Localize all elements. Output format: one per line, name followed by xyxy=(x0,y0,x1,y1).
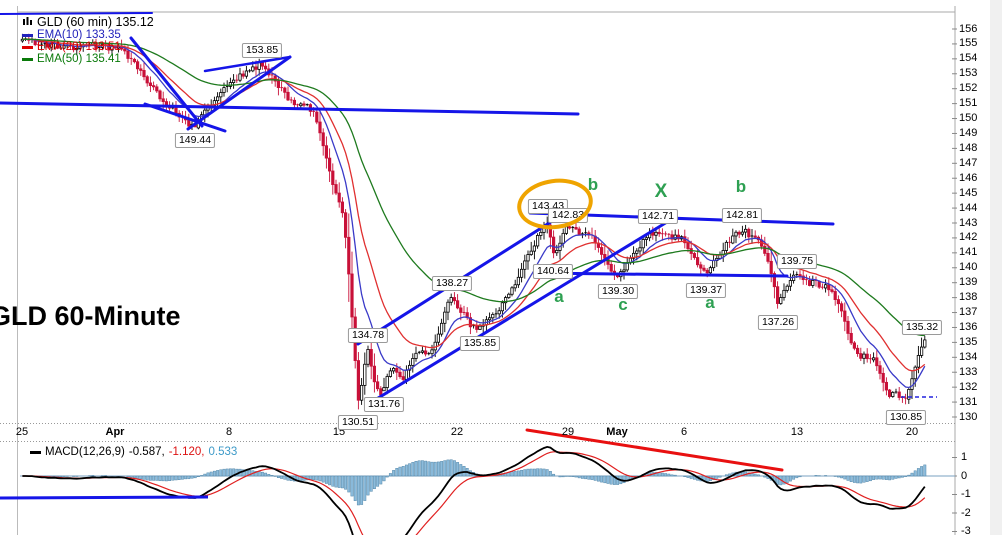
pivot-label: 134.78 xyxy=(347,327,389,343)
elliott-wave-letter: c xyxy=(618,295,628,314)
price-tick-label: 142 xyxy=(959,231,978,244)
ema50-swatch xyxy=(22,57,33,61)
price-tick-label: 138 xyxy=(959,291,978,304)
pivot-label: 131.76 xyxy=(363,396,405,412)
pivot-label: 142.83 xyxy=(547,207,589,223)
pivot-label: 139.30 xyxy=(597,284,639,300)
macd-signal-value: -1.120, xyxy=(168,446,205,458)
price-tick-label: 130 xyxy=(959,410,978,423)
price-tick-label: 153 xyxy=(959,67,978,80)
pivot-label: 135.85 xyxy=(459,335,501,351)
symbol-title: GLD (60 min) 135.12 xyxy=(22,15,154,28)
pivot-label: 149.44 xyxy=(174,132,216,148)
macd-swatch xyxy=(30,450,41,454)
ema-lines xyxy=(22,38,926,389)
candlestick-chart-icon xyxy=(23,17,32,25)
price-tick-label: 132 xyxy=(959,380,978,393)
pivot-label: 139.37 xyxy=(685,283,727,299)
price-tick-label: 149 xyxy=(959,126,978,139)
price-tick-label: 131 xyxy=(959,395,978,408)
ema20-label: EMA(20) 133.51 xyxy=(37,41,121,53)
price-tick-label: 139 xyxy=(959,276,978,289)
price-tick-label: 145 xyxy=(959,186,978,199)
price-tick-label: 135 xyxy=(959,335,978,348)
date-tick-label: Apr xyxy=(105,426,125,438)
date-tick-label: 6 xyxy=(680,426,688,438)
ema20-legend: EMA(20) 133.51 xyxy=(22,41,154,53)
ema20-swatch xyxy=(22,45,33,49)
price-tick-label: 137 xyxy=(959,306,978,319)
pivot-label: 140.64 xyxy=(532,264,574,280)
macd-hist-value: 0.533 xyxy=(208,446,238,458)
price-tick-label: 133 xyxy=(959,365,978,378)
price-tick-label: 150 xyxy=(959,112,978,125)
price-tick-label: 146 xyxy=(959,171,978,184)
pivot-label: 130.51 xyxy=(337,415,379,431)
macd-tick-label: -3 xyxy=(961,525,971,535)
date-tick-label: 29 xyxy=(561,426,575,438)
elliott-wave-letter: a xyxy=(554,287,564,306)
price-tick-label: 156 xyxy=(959,22,978,35)
macd-name: MACD(12,26,9) xyxy=(45,446,125,458)
pivot-label: 135.32 xyxy=(901,319,943,335)
ema50-legend: EMA(50) 135.41 xyxy=(22,53,154,65)
macd-tick-label: -2 xyxy=(961,506,971,519)
ema50-label: EMA(50) 135.41 xyxy=(37,53,121,65)
symbol-title-text: GLD (60 min) 135.12 xyxy=(37,14,154,29)
pivot-label: 153.85 xyxy=(241,43,283,59)
pivot-label: 130.85 xyxy=(885,410,927,426)
elliott-wave-letter: X xyxy=(654,181,668,202)
macd-panel xyxy=(20,445,955,535)
date-tick-label: 15 xyxy=(332,426,346,438)
price-tick-label: 136 xyxy=(959,320,978,333)
price-tick-label: 134 xyxy=(959,350,978,363)
pivot-label: 138.27 xyxy=(431,275,473,291)
chart-watermark: GLD 60-Minute xyxy=(0,301,181,331)
price-tick-label: 152 xyxy=(959,82,978,95)
pivot-label: 142.81 xyxy=(721,207,763,223)
pivot-label: 139.75 xyxy=(776,253,818,269)
candlesticks xyxy=(20,33,927,410)
price-tick-label: 144 xyxy=(959,201,978,214)
date-tick-label: May xyxy=(606,426,628,438)
price-tick-label: 155 xyxy=(959,37,978,50)
macd-tick-label: -1 xyxy=(961,488,971,500)
price-tick-label: 140 xyxy=(959,261,978,274)
pivot-label: 142.71 xyxy=(637,209,679,225)
elliott-wave-letter: a xyxy=(705,293,715,312)
macd-value: -0.587, xyxy=(128,446,165,458)
elliott-wave-letter: b xyxy=(587,175,599,194)
price-tick-label: 141 xyxy=(959,246,978,259)
date-tick-label: 20 xyxy=(905,426,919,438)
date-tick-label: 13 xyxy=(790,426,804,438)
date-tick-label: 22 xyxy=(450,426,464,438)
elliott-wave-letter: b xyxy=(735,177,747,196)
ema10-legend: EMA(10) 133.35 xyxy=(22,29,154,41)
price-tick-label: 143 xyxy=(959,216,978,229)
date-tick-label: 25 xyxy=(15,426,29,438)
price-legend: GLD (60 min) 135.12 EMA(10) 133.35 EMA(2… xyxy=(22,15,154,65)
price-tick-label: 154 xyxy=(959,52,978,65)
right-gutter xyxy=(990,0,1002,535)
pivot-label: 137.26 xyxy=(757,314,799,330)
macd-tick-label: 0 xyxy=(961,469,968,482)
ema10-label: EMA(10) 133.35 xyxy=(37,29,121,41)
date-tick-label: 8 xyxy=(225,426,233,438)
price-tick-label: 148 xyxy=(959,141,978,154)
macd-legend: MACD(12,26,9) -0.587, -1.120, 0.533 xyxy=(30,446,237,458)
price-tick-label: 151 xyxy=(959,97,978,110)
ema10-swatch xyxy=(22,33,33,37)
macd-tick-label: 1 xyxy=(961,451,968,463)
price-tick-label: 147 xyxy=(959,156,978,169)
